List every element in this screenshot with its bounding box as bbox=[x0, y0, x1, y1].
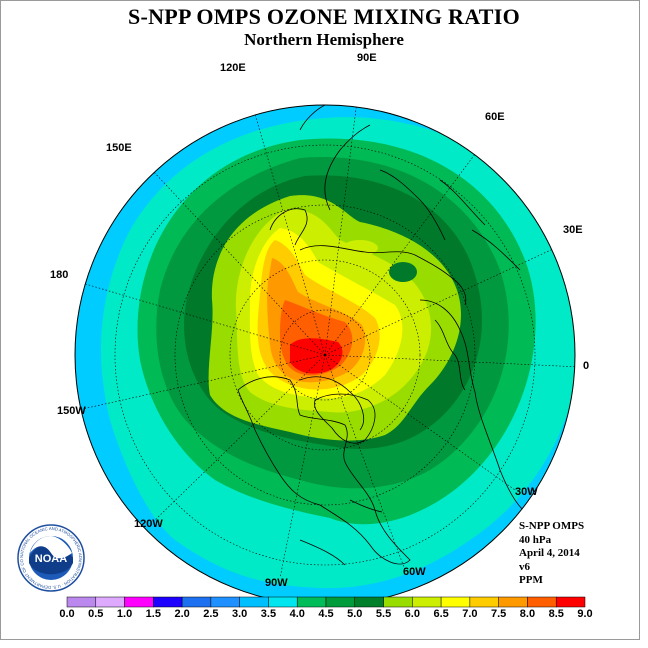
colorbar-tick-label: 2.0 bbox=[174, 608, 190, 620]
lon-label-120e: 120E bbox=[220, 62, 246, 74]
lon-label-30w: 30W bbox=[515, 486, 538, 498]
lon-label-0: 0 bbox=[583, 360, 590, 372]
colorbar-tick-label: 1.0 bbox=[116, 608, 133, 620]
colorbar-tick-label: 0.0 bbox=[59, 608, 75, 620]
colorbar-swatch-0.0 bbox=[66, 596, 97, 608]
colorbar-swatch-4.5 bbox=[325, 596, 356, 608]
colorbar-swatch-5.5 bbox=[383, 596, 413, 608]
lon-label-60w: 60W bbox=[403, 566, 426, 578]
colorbar-swatch-8.0 bbox=[527, 596, 557, 608]
colorbar-tick-label: 5.5 bbox=[375, 608, 392, 620]
info-product: S-NPP OMPS bbox=[519, 520, 585, 532]
info-date: April 4, 2014 bbox=[519, 547, 580, 559]
page-title: S-NPP OMPS OZONE MIXING RATIO bbox=[127, 4, 521, 29]
colorbar-tick-label: 8.0 bbox=[519, 608, 536, 620]
lon-label-180: 180 bbox=[50, 269, 69, 281]
lon-label-60e: 60E bbox=[485, 111, 505, 123]
colorbar-swatch-3.0 bbox=[239, 596, 269, 608]
colorbar-tick-label: 4.0 bbox=[289, 608, 305, 620]
colorbar-swatch-1.5 bbox=[153, 596, 183, 608]
colorbar-tick-label: 5.0 bbox=[347, 608, 363, 620]
lon-label-120w: 120W bbox=[134, 518, 163, 530]
logo-text: NOAA bbox=[35, 553, 67, 565]
colorbar-tick-label: 9.0 bbox=[577, 608, 593, 620]
colorbar-tick-label: 4.5 bbox=[318, 608, 334, 620]
info-units: PPM bbox=[519, 574, 543, 586]
colorbar-tick-label: 7.0 bbox=[462, 608, 478, 620]
graticule bbox=[75, 105, 575, 579]
page-subtitle: Northern Hemisphere bbox=[244, 30, 404, 49]
colorbar-swatch-0.5 bbox=[95, 596, 125, 608]
figure-frame bbox=[0, 0, 640, 640]
colorbar-tick-label: 2.5 bbox=[203, 608, 219, 620]
colorbar-swatch-2.5 bbox=[210, 596, 240, 608]
info-version: v6 bbox=[519, 560, 530, 573]
colorbar-tick-label: 3.0 bbox=[232, 608, 248, 620]
coastlines bbox=[237, 105, 531, 566]
colorbar-tick-label: 6.5 bbox=[433, 608, 449, 620]
info-block: S-NPP OMPS 40 hPa April 4, 2014 v6 PPM bbox=[519, 520, 584, 588]
colorbar-tick-label: 3.5 bbox=[260, 608, 277, 620]
lon-label-90w: 90W bbox=[265, 577, 288, 589]
lon-label-150e: 150E bbox=[106, 142, 132, 154]
colorbar-tick-label: 6.0 bbox=[404, 608, 420, 620]
lon-label-150w: 150W bbox=[57, 405, 86, 417]
colorbar-tick-label: 0.5 bbox=[88, 608, 104, 620]
noaa-logo: NOAA NATIONAL OCEANIC AND ATMOSPHERIC AD… bbox=[16, 523, 85, 592]
colorbar-tick-label: 8.5 bbox=[548, 608, 564, 620]
band-8.5-9.0 bbox=[290, 338, 343, 374]
colorbar-swatch-7.0 bbox=[469, 596, 499, 608]
colorbar-swatch-4.0 bbox=[296, 596, 327, 608]
band-6.0-6.5-patch bbox=[342, 240, 378, 256]
colorbar-swatch-2.0 bbox=[181, 596, 212, 608]
colorbar bbox=[66, 596, 586, 608]
info-level: 40 hPa bbox=[519, 533, 552, 546]
colorbar-swatch-8.5 bbox=[555, 596, 586, 608]
colorbar-swatch-7.5 bbox=[498, 596, 528, 608]
band-5.0-5.5-patch bbox=[389, 262, 417, 282]
lon-label-30e: 30E bbox=[563, 224, 583, 236]
colorbar-swatch-1.0 bbox=[124, 596, 154, 608]
colorbar-tick-label: 7.5 bbox=[491, 608, 507, 620]
colorbar-swatch-3.5 bbox=[268, 596, 298, 608]
lon-label-90e: 90E bbox=[357, 52, 377, 64]
colorbar-swatch-6.5 bbox=[440, 596, 471, 608]
colorbar-tick-label: 1.5 bbox=[145, 608, 161, 620]
colorbar-swatch-6.0 bbox=[412, 596, 442, 608]
colorbar-swatch-5.0 bbox=[354, 596, 384, 608]
